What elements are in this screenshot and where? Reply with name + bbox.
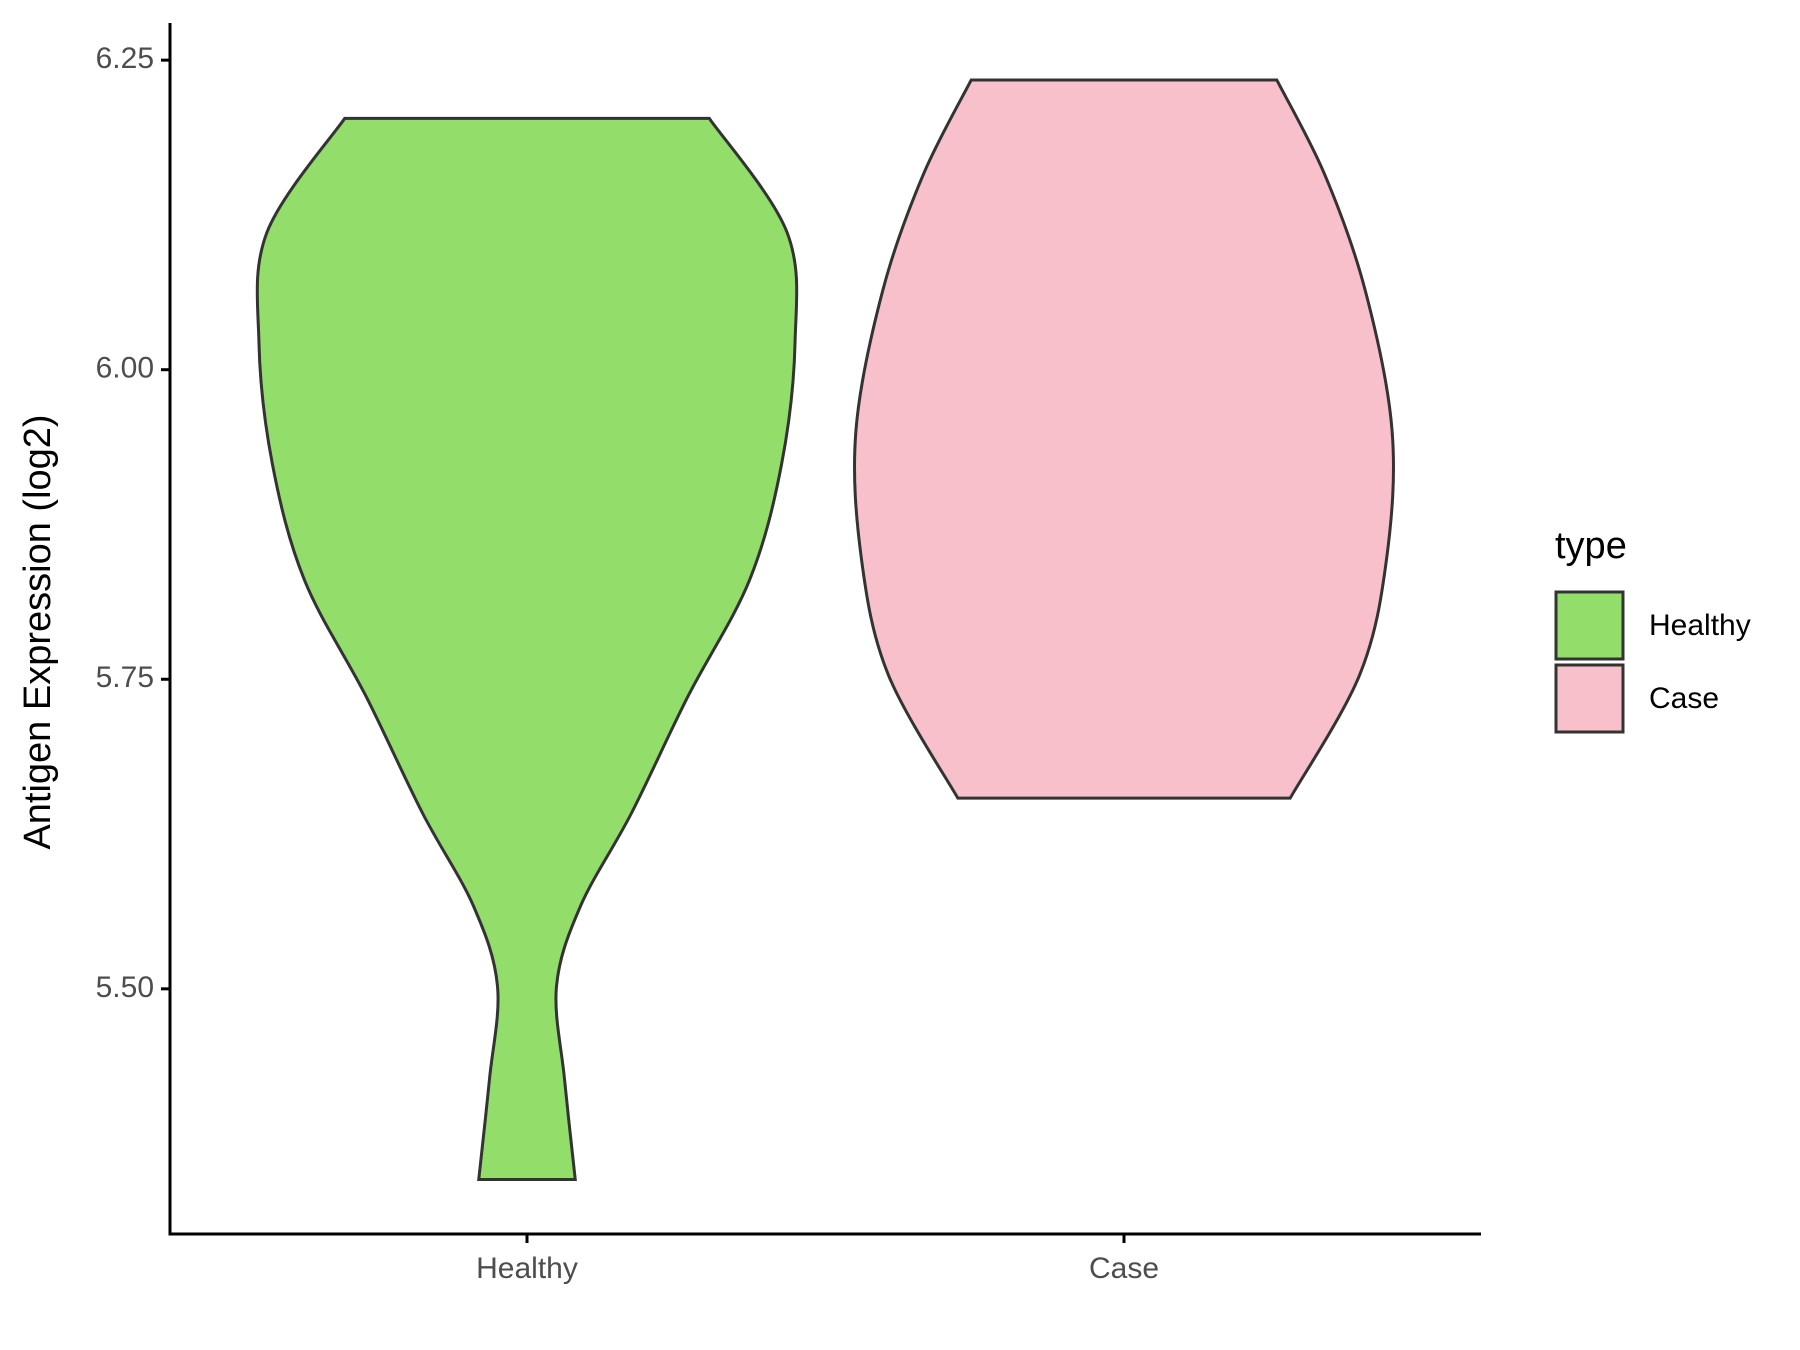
y-tick-label: 6.00 [96, 352, 154, 385]
legend-label: Healthy [1649, 609, 1751, 642]
y-axis-title: Antigen Expression (log2) [17, 414, 59, 849]
x-tick-label: Case [1089, 1252, 1159, 1285]
legend-label: Case [1649, 682, 1719, 715]
legend-key [1554, 663, 1625, 734]
violin [255, 116, 799, 1182]
violin [853, 78, 1395, 800]
y-tick-label: 5.50 [96, 971, 154, 1004]
x-tick-label: Healthy [476, 1252, 578, 1285]
legend-key [1554, 590, 1625, 661]
y-tick-label: 6.25 [96, 42, 154, 75]
legend-title: type [1555, 525, 1627, 567]
y-tick-label: 5.75 [96, 661, 154, 694]
